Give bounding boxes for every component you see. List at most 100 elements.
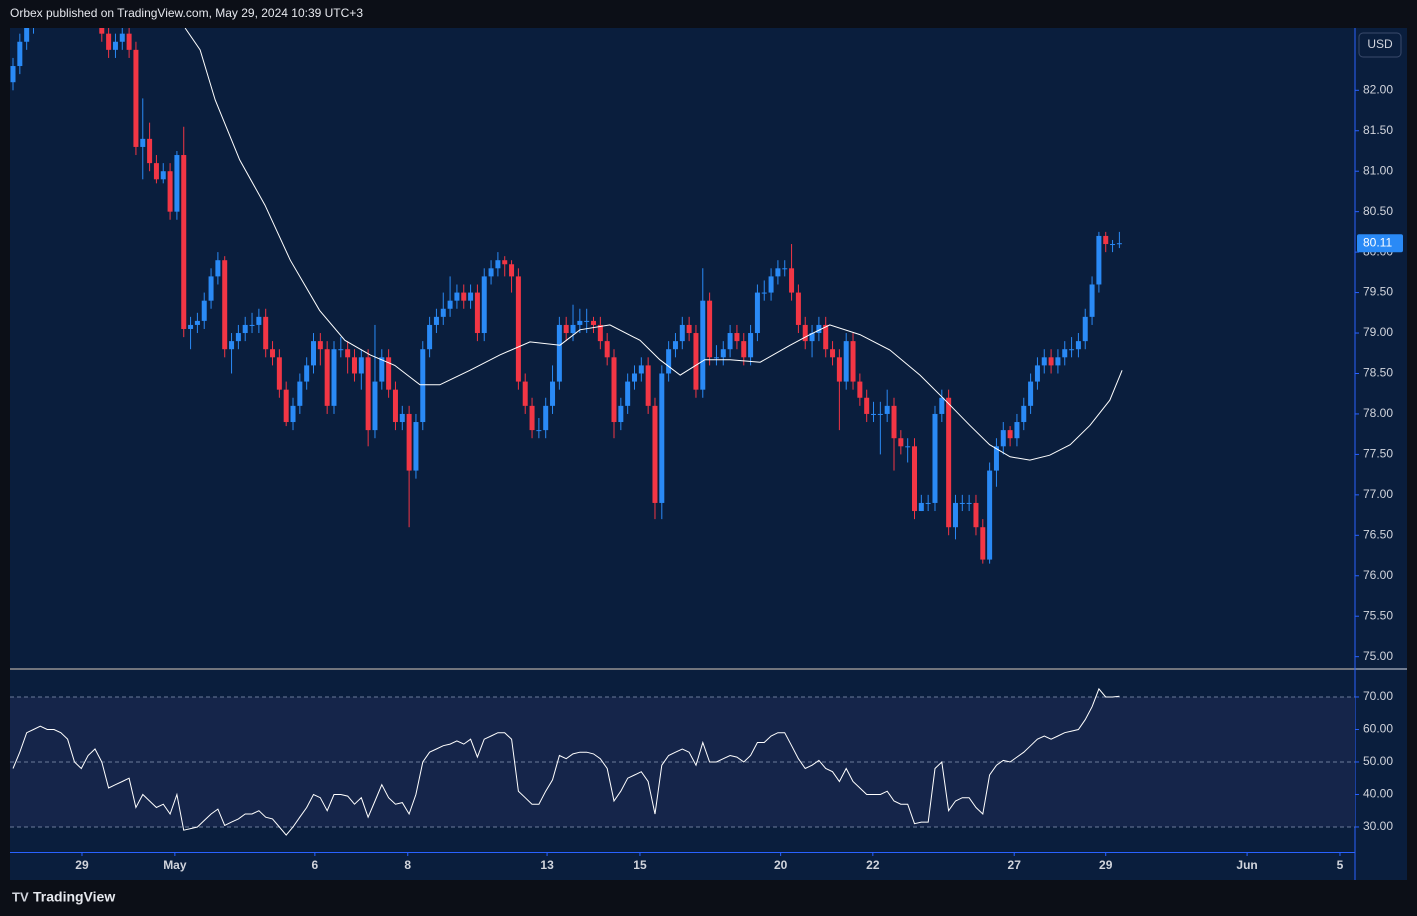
candle-body xyxy=(720,349,726,358)
candle-body xyxy=(276,357,282,390)
candle-body xyxy=(488,268,494,277)
candle-body xyxy=(884,405,890,414)
rsi-tick-label: 60.00 xyxy=(1363,722,1393,736)
price-axis-area xyxy=(1355,28,1407,880)
candle-body xyxy=(392,389,398,423)
candle-body xyxy=(987,470,993,560)
candle-body xyxy=(686,324,692,334)
currency-label[interactable]: USD xyxy=(1367,37,1393,51)
candle-body xyxy=(768,276,774,293)
candle-body xyxy=(153,163,159,180)
candle-body xyxy=(1055,357,1061,366)
y-tick-label: 80.50 xyxy=(1363,204,1393,218)
candle-body xyxy=(802,324,808,342)
candle-body xyxy=(816,324,822,334)
candle-body xyxy=(502,260,508,265)
candle-body xyxy=(946,397,952,528)
candle-body xyxy=(468,292,474,301)
candle-body xyxy=(836,357,842,382)
candle-body xyxy=(850,341,856,382)
candle-body xyxy=(529,405,535,431)
candle-body xyxy=(208,276,214,301)
candle-body xyxy=(925,502,931,504)
candle-body xyxy=(754,292,760,334)
y-tick-label: 79.00 xyxy=(1363,325,1393,339)
candle-body xyxy=(358,357,364,374)
candle-body xyxy=(133,49,139,147)
y-tick-label: 76.00 xyxy=(1363,568,1393,582)
x-tick-label: 29 xyxy=(1099,858,1113,872)
candle-body xyxy=(215,260,221,277)
candle-body xyxy=(645,365,651,406)
x-tick-label: 15 xyxy=(633,858,647,872)
candle-body xyxy=(761,292,767,294)
candle-body xyxy=(522,381,528,406)
publisher-line: Orbex published on TradingView.com, May … xyxy=(10,6,363,20)
candle-body xyxy=(106,33,112,50)
candle-body xyxy=(440,308,446,317)
candle-body xyxy=(420,349,426,423)
candle-body xyxy=(229,341,235,350)
y-tick-label: 82.00 xyxy=(1363,82,1393,96)
candle-body xyxy=(1096,235,1102,285)
candle-body xyxy=(1000,430,1006,447)
candle-body xyxy=(556,324,562,382)
candle-body xyxy=(1014,422,1020,439)
candle-body xyxy=(871,413,877,415)
candle-body xyxy=(433,316,439,325)
candle-body xyxy=(188,324,194,329)
candle-body xyxy=(618,405,624,423)
candle-body xyxy=(591,320,597,325)
candle-body xyxy=(1041,357,1047,366)
candle-body xyxy=(201,300,207,321)
last-price-label: 80.11 xyxy=(1363,235,1392,249)
candle-body xyxy=(1062,349,1068,358)
candle-body xyxy=(447,300,453,309)
y-tick-label: 77.50 xyxy=(1363,447,1393,461)
rsi-plot xyxy=(10,687,1355,836)
candle-body xyxy=(700,300,706,390)
x-tick-label: 27 xyxy=(1008,858,1022,872)
candle-body xyxy=(509,264,515,277)
rsi-line xyxy=(12,687,1120,836)
candle-body xyxy=(372,381,378,431)
candle-body xyxy=(666,349,672,374)
candle-body xyxy=(918,502,924,512)
candle-body xyxy=(864,397,870,414)
time-axis-area xyxy=(10,852,1355,880)
candle-body xyxy=(242,324,248,334)
candle-body xyxy=(775,268,781,277)
candle-body xyxy=(1110,244,1116,246)
candle-body xyxy=(584,320,590,322)
y-tick-label: 75.00 xyxy=(1363,649,1393,663)
candle-body xyxy=(734,333,740,342)
currency-button[interactable] xyxy=(1358,32,1402,58)
candle-body xyxy=(952,502,958,528)
candle-body xyxy=(345,349,351,358)
candle-body xyxy=(625,381,631,406)
candle-body xyxy=(99,28,105,34)
rsi-tick-label: 70.00 xyxy=(1363,689,1393,703)
candle-body xyxy=(160,171,166,180)
brand: TradingView xyxy=(33,889,115,905)
last-price-box xyxy=(1357,234,1403,253)
candle-body xyxy=(550,381,556,406)
candle-body xyxy=(386,357,392,390)
candle-body xyxy=(577,320,583,325)
price-plot xyxy=(10,28,1123,564)
candle-body xyxy=(147,138,153,164)
candle-body xyxy=(181,155,187,329)
candle-body xyxy=(911,446,917,512)
candle-body xyxy=(659,373,665,503)
candle-body xyxy=(140,138,146,147)
rsi-tick-label: 30.00 xyxy=(1363,819,1393,833)
candle-body xyxy=(17,41,23,67)
candle-body xyxy=(351,357,357,374)
candle-body xyxy=(283,389,289,423)
candle-body xyxy=(1089,284,1095,317)
candle-body xyxy=(1028,381,1034,406)
moving-average xyxy=(184,28,1123,461)
x-tick-label: 20 xyxy=(774,858,788,872)
candle-body xyxy=(413,422,419,471)
